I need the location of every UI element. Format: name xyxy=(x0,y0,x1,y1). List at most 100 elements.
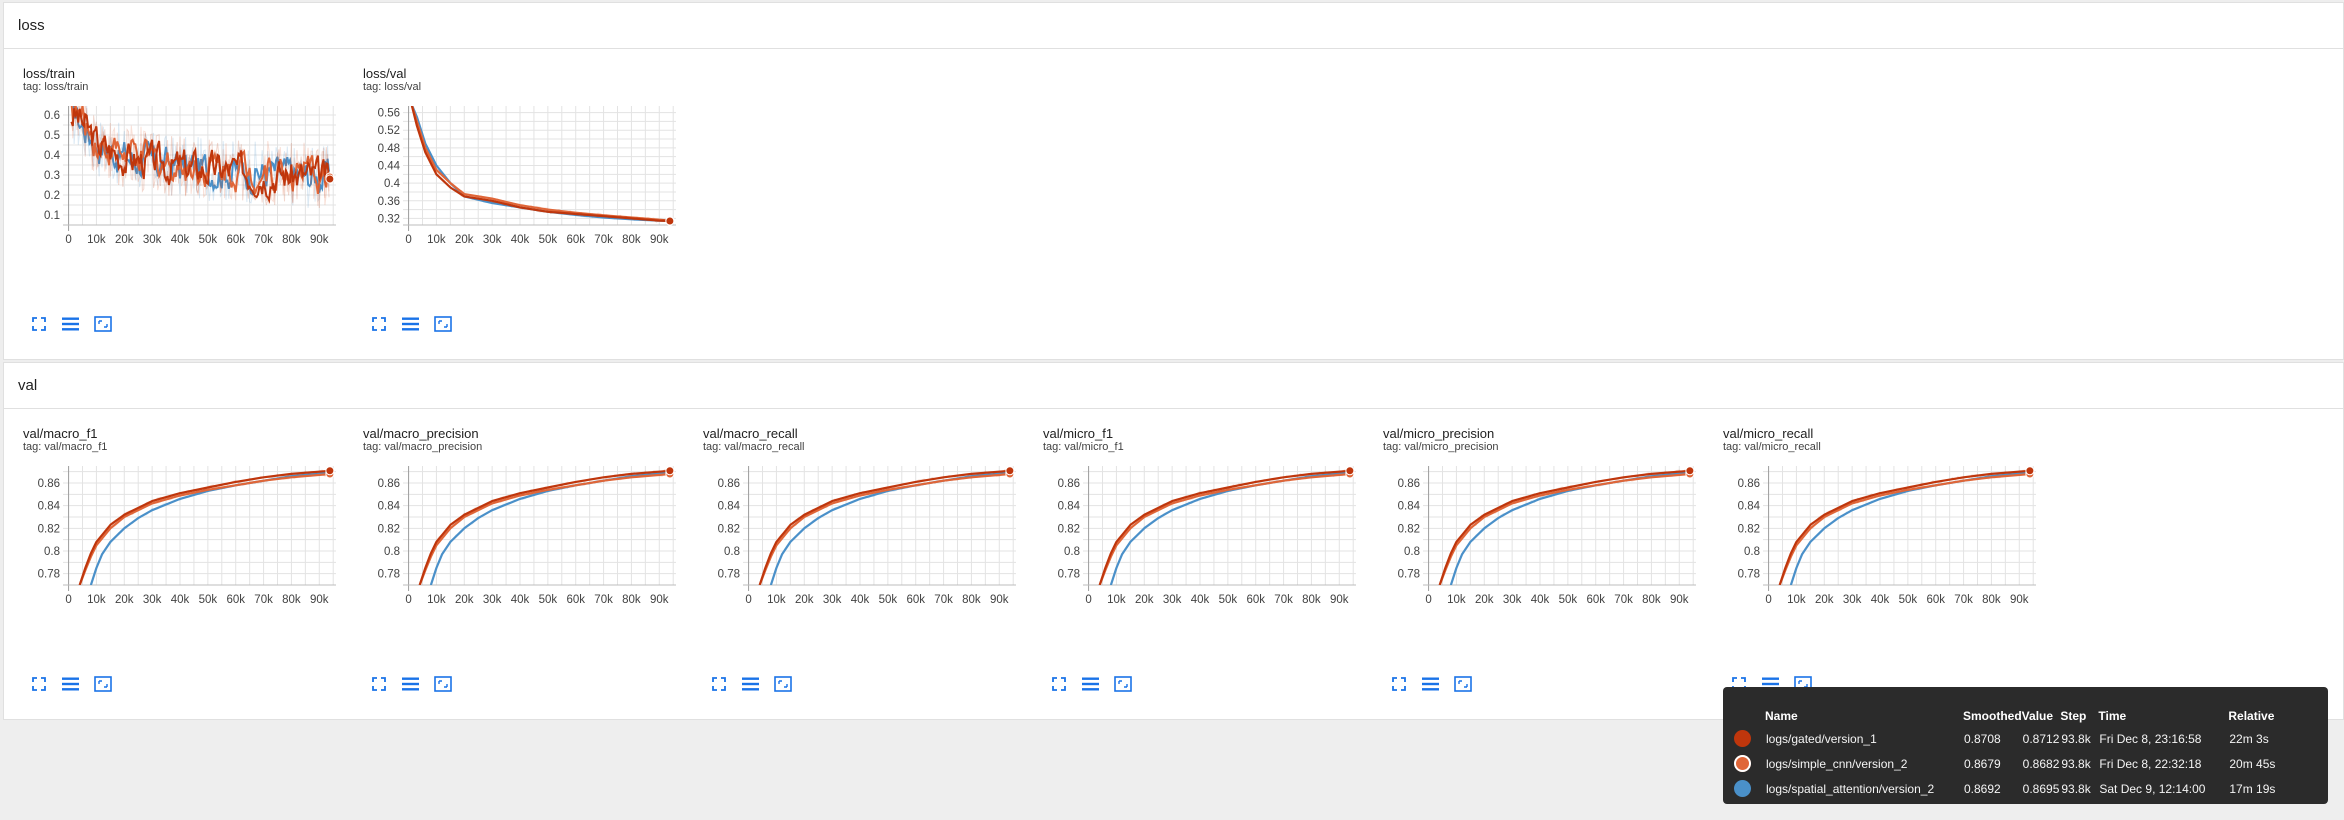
x-tick-label: 50k xyxy=(539,594,558,606)
x-tick-label: 50k xyxy=(879,594,898,606)
list-icon[interactable] xyxy=(401,674,420,693)
x-tick-label: 70k xyxy=(934,594,953,606)
y-tick-label: 0.4 xyxy=(44,150,61,162)
fullscreen-icon[interactable] xyxy=(1729,674,1748,693)
fullscreen-icon[interactable] xyxy=(1389,674,1408,693)
y-tick-label: 0.8 xyxy=(1744,546,1760,558)
fullscreen-icon[interactable] xyxy=(369,674,388,693)
x-tick-label: 10k xyxy=(1107,594,1126,606)
y-tick-label: 0.8 xyxy=(44,546,60,558)
y-tick-label: 0.84 xyxy=(378,501,401,513)
y-tick-label: 0.84 xyxy=(1058,501,1081,513)
x-tick-label: 30k xyxy=(483,234,502,246)
x-tick-label: 60k xyxy=(906,594,925,606)
list-icon[interactable] xyxy=(401,314,420,333)
fullscreen-icon[interactable] xyxy=(369,314,388,333)
tooltip-value: 0.8712 xyxy=(2022,731,2060,746)
y-tick-label: 0.78 xyxy=(38,569,60,581)
chart-plot[interactable]: 0 10k 20k 30k 40k 50k 60k 70k 80k 90k 0.78 0.8 0.82 0… xyxy=(1703,408,2043,608)
chart-card-micro-recall: val/micro_recall tag: val/micro_recall 0… xyxy=(1703,408,2036,708)
x-tick-label: 80k xyxy=(1302,594,1321,606)
y-tick-label: 0.82 xyxy=(1738,523,1760,535)
card-title: val/macro_precision xyxy=(363,426,479,441)
x-tick-label: 60k xyxy=(1926,594,1945,606)
chart-plot[interactable]: 0 10k 20k 30k 40k 50k 60k 70k 80k 90k 0.32 0.36 0.4 0… xyxy=(343,48,683,248)
fit-domain-icon[interactable] xyxy=(93,674,112,693)
series-line xyxy=(1438,472,1690,585)
x-tick-label: 40k xyxy=(1531,594,1550,606)
x-tick-label: 0 xyxy=(65,594,71,606)
x-tick-label: 10k xyxy=(87,594,106,606)
chart-plot[interactable]: 0 10k 20k 30k 40k 50k 60k 70k 80k 90k 0.1 0.2 0.3 0.4… xyxy=(3,48,343,248)
y-tick-label: 0.1 xyxy=(44,210,60,222)
fullscreen-icon[interactable] xyxy=(709,674,728,693)
x-tick-label: 50k xyxy=(1559,594,1578,606)
x-tick-label: 40k xyxy=(1871,594,1890,606)
x-tick-label: 30k xyxy=(823,594,842,606)
card-toolbar xyxy=(29,314,112,333)
section-loss: loss xyxy=(3,2,2344,360)
fullscreen-icon[interactable] xyxy=(29,314,48,333)
card-tag: tag: loss/train xyxy=(23,81,89,93)
fit-domain-icon[interactable] xyxy=(1453,674,1472,693)
y-tick-label: 0.82 xyxy=(38,523,60,535)
series-endpoint xyxy=(665,216,675,226)
list-icon[interactable] xyxy=(61,314,80,333)
card-tag: tag: val/macro_recall xyxy=(703,441,805,453)
chart-plot[interactable]: 0 10k 20k 30k 40k 50k 60k 70k 80k 90k 0.78 0.8 0.82 0… xyxy=(683,408,1023,608)
fit-domain-icon[interactable] xyxy=(773,674,792,693)
list-icon[interactable] xyxy=(1421,674,1440,693)
x-tick-label: 0 xyxy=(1085,594,1091,606)
x-tick-label: 50k xyxy=(539,234,558,246)
series-line xyxy=(70,108,330,204)
chart-plot[interactable]: 0 10k 20k 30k 40k 50k 60k 70k 80k 90k 0.78 0.8 0.82 0… xyxy=(343,408,683,608)
series-endpoint xyxy=(1685,466,1695,476)
list-icon[interactable] xyxy=(1081,674,1100,693)
y-tick-label: 0.44 xyxy=(378,161,401,173)
x-tick-label: 50k xyxy=(199,234,218,246)
fit-domain-icon[interactable] xyxy=(93,314,112,333)
x-tick-label: 40k xyxy=(851,594,870,606)
y-tick-label: 0.86 xyxy=(1058,478,1080,490)
chart-grid xyxy=(63,466,336,586)
tooltip-step: 93.8k xyxy=(2061,731,2091,746)
x-tick-label: 30k xyxy=(143,234,162,246)
x-tick-label: 40k xyxy=(1191,594,1210,606)
x-tick-label: 50k xyxy=(1219,594,1238,606)
card-tag: tag: val/micro_recall xyxy=(1723,441,1821,453)
list-icon[interactable] xyxy=(741,674,760,693)
y-tick-label: 0.82 xyxy=(1058,523,1080,535)
card-title: loss/train xyxy=(23,66,76,81)
y-tick-label: 0.78 xyxy=(1738,569,1760,581)
chart-plot[interactable]: 0 10k 20k 30k 40k 50k 60k 70k 80k 90k 0.78 0.8 0.82 0… xyxy=(1363,408,1703,608)
x-tick-label: 70k xyxy=(1614,594,1633,606)
fit-domain-icon[interactable] xyxy=(433,314,452,333)
fit-domain-icon[interactable] xyxy=(1113,674,1132,693)
y-tick-label: 0.86 xyxy=(378,478,400,490)
chart-plot[interactable]: 0 10k 20k 30k 40k 50k 60k 70k 80k 90k 0.78 0.8 0.82 0… xyxy=(3,408,343,608)
x-tick-label: 40k xyxy=(511,234,530,246)
x-tick-label: 30k xyxy=(483,594,502,606)
x-tick-label: 70k xyxy=(254,594,273,606)
series-endpoint xyxy=(325,466,335,476)
x-tick-label: 70k xyxy=(254,234,273,246)
series-line xyxy=(1778,469,2030,585)
chart-grid xyxy=(1423,466,1696,586)
fullscreen-icon[interactable] xyxy=(1049,674,1068,693)
list-icon[interactable] xyxy=(61,674,80,693)
y-tick-label: 0.84 xyxy=(1398,501,1421,513)
y-tick-label: 0.8 xyxy=(384,546,400,558)
fit-domain-icon[interactable] xyxy=(433,674,452,693)
section-header-loss[interactable]: loss xyxy=(4,3,2343,49)
x-tick-label: 80k xyxy=(1642,594,1661,606)
section-header-val[interactable]: val xyxy=(4,363,2343,409)
y-tick-label: 0.5 xyxy=(44,130,60,142)
x-tick-label: 10k xyxy=(1787,594,1806,606)
chart-plot[interactable]: 0 10k 20k 30k 40k 50k 60k 70k 80k 90k 0.78 0.8 0.82 0… xyxy=(1023,408,1363,608)
fullscreen-icon[interactable] xyxy=(29,674,48,693)
x-tick-label: 20k xyxy=(1815,594,1834,606)
x-tick-label: 10k xyxy=(87,234,106,246)
tooltip-header-row: Name Smoothed Value Step Time Relative xyxy=(1733,706,2288,726)
tooltip-run-name: logs/simple_cnn/version_2 xyxy=(1766,756,1908,771)
x-tick-label: 90k xyxy=(1670,594,1689,606)
